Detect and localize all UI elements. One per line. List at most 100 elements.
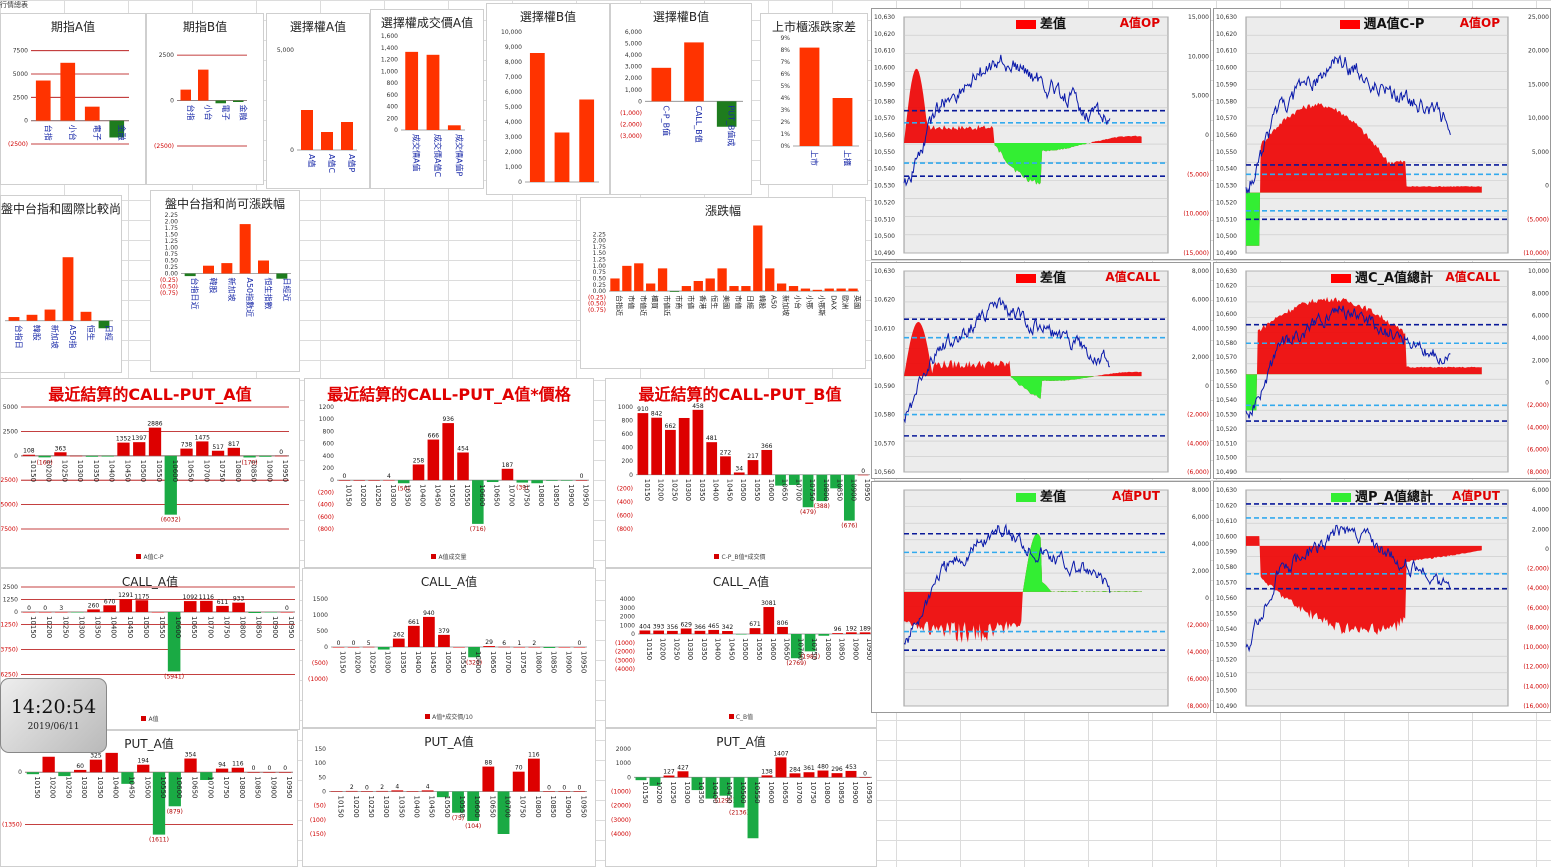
y-tick-label: (6250) xyxy=(1,672,18,679)
data-label: 2 xyxy=(532,640,536,647)
category-label: 10650 xyxy=(489,651,497,673)
data-label: 363 xyxy=(55,445,67,452)
bar-10250 xyxy=(55,611,68,613)
bar-10300 xyxy=(678,417,690,475)
bar-10200 xyxy=(653,630,665,634)
category-label: 10250 xyxy=(60,460,68,482)
data-label: 0 xyxy=(342,473,346,480)
right-axis-label: 2,000 xyxy=(1532,357,1549,364)
category-label: 10500 xyxy=(448,484,456,506)
intraday-title: 差值 xyxy=(872,486,1210,505)
data-label: 366 xyxy=(761,443,773,450)
y-tick-label: 1.50 xyxy=(593,250,607,257)
negative-area xyxy=(1010,376,1095,399)
intraday-panel-i3: 10,630 10,620 10,610 10,600 10,590 10,580 10,5… xyxy=(871,262,1211,479)
y-tick-label: 1.75 xyxy=(165,225,179,232)
bar-10900 xyxy=(259,455,272,457)
bar-10350 xyxy=(692,409,704,475)
category-label: 上櫃 xyxy=(843,150,853,166)
legend-swatch xyxy=(431,554,437,559)
left-axis-label: 10,620 xyxy=(1216,31,1237,38)
y-tick-label: 8% xyxy=(780,47,790,54)
y-tick-label: 2500 xyxy=(3,428,18,435)
legend-swatch xyxy=(1330,493,1351,502)
bar-市値近 xyxy=(657,268,668,292)
category-label: 10950 xyxy=(865,638,873,660)
category-label: 10500 xyxy=(739,781,747,803)
y-tick-label: 1.75 xyxy=(593,244,607,251)
data-label: (1982) xyxy=(800,653,820,660)
bar-小台 xyxy=(60,62,76,121)
y-tick-label: 200 xyxy=(622,458,634,465)
bar-10200 xyxy=(347,647,360,648)
y-tick-label: 1,200 xyxy=(381,57,398,64)
bar-小那斯 xyxy=(812,289,822,292)
y-tick-label: 50 xyxy=(318,774,326,781)
bar-A值 xyxy=(301,110,313,150)
bar-10700 xyxy=(200,600,213,612)
bar-市値近 xyxy=(634,263,644,292)
y-tick-label: 2.25 xyxy=(593,231,607,238)
category-label: 韓股 xyxy=(32,325,42,341)
bar-10700 xyxy=(790,634,802,659)
y-tick-label: 0 xyxy=(18,769,22,776)
y-tick-label: 1.00 xyxy=(593,263,607,270)
y-tick-label: 600 xyxy=(323,441,335,448)
data-label: 0 xyxy=(562,785,566,792)
chart-legend: A值 xyxy=(1,714,299,723)
data-label: 0 xyxy=(578,640,582,647)
intraday-panel-i4: 10,630 10,620 10,610 10,600 10,590 10,580 10,5… xyxy=(1213,262,1551,479)
legend-swatch xyxy=(1339,20,1360,29)
data-label: 1291 xyxy=(118,592,133,599)
bar-PUT_B值成 xyxy=(716,101,737,127)
bar-小那 xyxy=(800,288,811,292)
intraday-title-text: 差值 xyxy=(1039,271,1066,286)
category-label: 10750 xyxy=(519,796,527,818)
chart-title: 期指A值 xyxy=(50,20,96,34)
category-label: 10150 xyxy=(337,796,345,818)
bar-10200 xyxy=(649,777,661,786)
left-axis-label: 10,560 xyxy=(1216,132,1237,139)
y-tick-label: 2.00 xyxy=(165,219,179,226)
value-area xyxy=(1246,536,1482,635)
chart-panel-c13: 最近結算的CALL-PUT_B值 1000 800 600 400 200 0 (200) (4… xyxy=(605,378,875,568)
y-tick-label: (400) xyxy=(617,499,633,506)
category-label: 10450 xyxy=(725,479,733,501)
data-label: 611 xyxy=(217,599,229,606)
bar-台指近 xyxy=(610,278,620,292)
y-tick-label: 1.25 xyxy=(593,257,607,264)
y-tick-label: 1200 xyxy=(319,404,334,411)
category-label: 10450 xyxy=(123,460,131,482)
category-label: 10400 xyxy=(419,484,427,506)
category-label: 10200 xyxy=(359,484,367,506)
bar-10450 xyxy=(427,439,440,481)
bar-10600 xyxy=(168,772,181,807)
y-tick-label: 0 xyxy=(14,609,18,616)
category-label: 10900 xyxy=(851,638,859,660)
sheet-tab-label: 行情總表 xyxy=(0,1,28,9)
category-label: 上市 xyxy=(810,150,820,166)
bar-10900 xyxy=(560,480,573,481)
right-axis-label: 6,000 xyxy=(1532,487,1549,494)
category-label: 10200 xyxy=(659,638,667,660)
y-tick-label: 7% xyxy=(780,59,790,66)
data-label: 842 xyxy=(651,411,663,418)
category-label: 10650 xyxy=(190,616,198,638)
bar-10400 xyxy=(103,605,116,612)
chart-svg: 10,000 9,000 8,000 7,000 6,000 5,000 4,000 3,00… xyxy=(501,29,599,186)
left-axis-label: 10,490 xyxy=(874,250,895,257)
right-axis-label: 15,000 xyxy=(1528,81,1549,88)
category-label: 10750 xyxy=(519,651,527,673)
bar-10700 xyxy=(497,791,510,834)
y-tick-label: 600 xyxy=(622,431,634,438)
bar-小台 xyxy=(788,286,799,292)
right-axis-label: (4,000) xyxy=(1187,649,1209,656)
data-label: 0 xyxy=(283,765,287,772)
category-label: 10300 xyxy=(77,616,85,638)
y-tick-label: (2,000) xyxy=(620,121,642,128)
left-axis-label: 10,530 xyxy=(874,183,895,190)
chart-title: 最近結算的CALL-PUT_B值 xyxy=(638,385,842,404)
category-label: 10850 xyxy=(552,484,560,506)
y-tick-label: (2500) xyxy=(8,141,28,148)
y-tick-label: 5000 xyxy=(13,71,28,78)
